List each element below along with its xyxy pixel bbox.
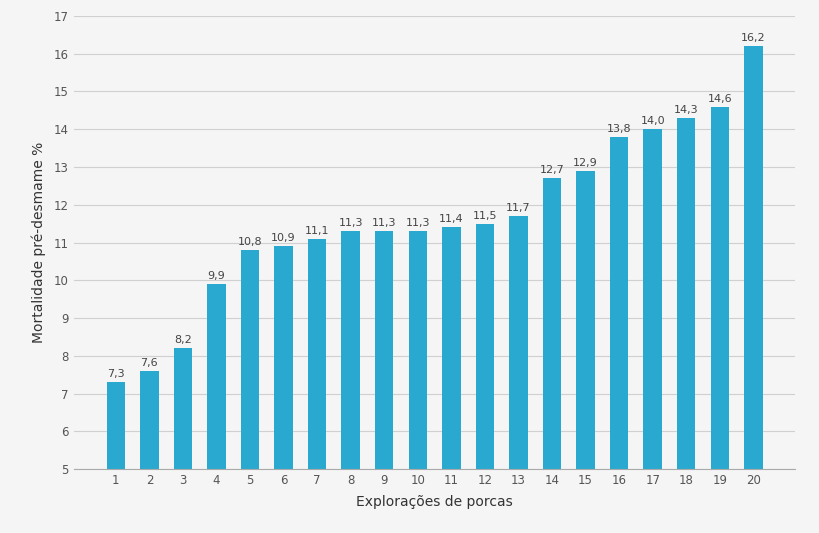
Bar bbox=[509, 216, 527, 533]
Text: 11,3: 11,3 bbox=[338, 218, 363, 228]
Bar bbox=[274, 246, 292, 533]
Text: 11,1: 11,1 bbox=[305, 225, 329, 236]
Bar bbox=[140, 371, 158, 533]
Bar bbox=[341, 231, 360, 533]
Text: 10,9: 10,9 bbox=[271, 233, 296, 243]
Text: 12,9: 12,9 bbox=[572, 158, 597, 168]
Bar bbox=[743, 46, 762, 533]
Text: 9,9: 9,9 bbox=[207, 271, 225, 281]
Text: 16,2: 16,2 bbox=[740, 33, 765, 43]
Text: 11,3: 11,3 bbox=[372, 218, 396, 228]
Bar bbox=[710, 107, 728, 533]
Text: 7,3: 7,3 bbox=[107, 369, 124, 379]
Bar bbox=[308, 239, 326, 533]
Bar bbox=[174, 348, 192, 533]
Bar bbox=[207, 284, 225, 533]
Bar bbox=[475, 224, 494, 533]
Bar bbox=[106, 382, 125, 533]
Text: 7,6: 7,6 bbox=[140, 358, 158, 368]
Text: 11,4: 11,4 bbox=[438, 214, 463, 224]
Text: 14,3: 14,3 bbox=[673, 105, 698, 115]
Text: 11,5: 11,5 bbox=[472, 211, 496, 221]
Bar bbox=[609, 137, 627, 533]
Bar bbox=[374, 231, 393, 533]
Text: 13,8: 13,8 bbox=[606, 124, 631, 134]
Bar bbox=[441, 228, 460, 533]
Bar bbox=[408, 231, 427, 533]
Text: 10,8: 10,8 bbox=[238, 237, 262, 247]
Text: 8,2: 8,2 bbox=[174, 335, 192, 345]
Bar bbox=[542, 179, 560, 533]
Y-axis label: Mortalidade pré-desmame %: Mortalidade pré-desmame % bbox=[31, 142, 46, 343]
X-axis label: Explorações de porcas: Explorações de porcas bbox=[355, 495, 513, 509]
Text: 11,7: 11,7 bbox=[505, 203, 530, 213]
Text: 14,6: 14,6 bbox=[707, 94, 731, 103]
Text: 14,0: 14,0 bbox=[640, 116, 664, 126]
Text: 11,3: 11,3 bbox=[405, 218, 429, 228]
Bar bbox=[676, 118, 695, 533]
Text: 12,7: 12,7 bbox=[539, 165, 563, 175]
Bar bbox=[576, 171, 594, 533]
Bar bbox=[643, 130, 661, 533]
Bar bbox=[241, 250, 259, 533]
